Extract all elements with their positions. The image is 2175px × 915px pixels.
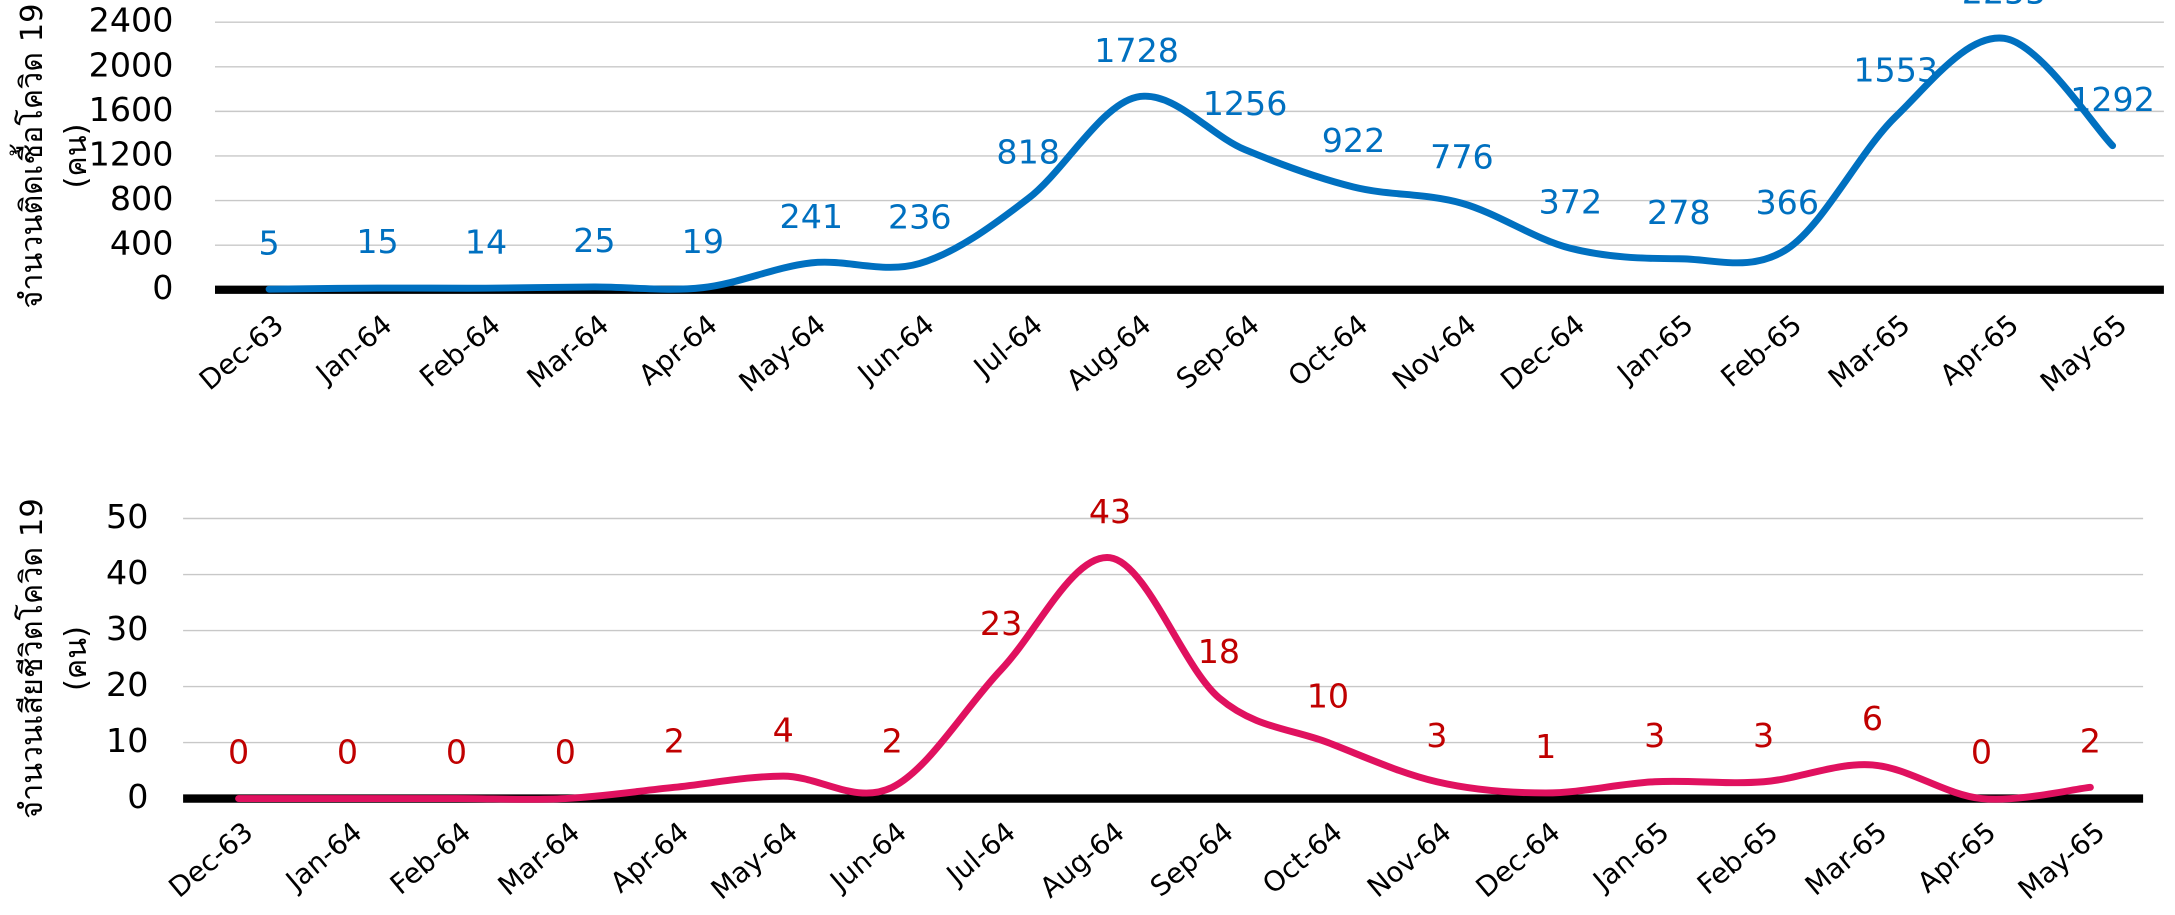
data-label: 1292: [2070, 80, 2155, 119]
data-label: 15: [356, 222, 398, 261]
data-label: 0: [228, 733, 249, 772]
y-tick-label: 1600: [89, 90, 174, 129]
y-axis-label: จำนวนเสียชีวิตโควิด 19 (คน): [14, 498, 94, 819]
data-label: 278: [1647, 193, 1711, 232]
x-tick-label: Apr-64: [604, 815, 695, 899]
y-tick-label: 1200: [89, 134, 174, 173]
x-tick-label: Jun-64: [822, 815, 913, 898]
data-label: 3: [1644, 716, 1665, 755]
x-tick-label: Oct-64: [1282, 308, 1375, 393]
x-tick-label: Sep-64: [1170, 308, 1266, 396]
y-axis-label-line: จำนวนเสียชีวิตโควิด 19: [14, 498, 50, 819]
data-label: 372: [1539, 182, 1603, 221]
x-tick-label: Sep-64: [1144, 815, 1240, 903]
data-label: 1256: [1203, 84, 1288, 123]
x-tick-label: Mar-64: [491, 815, 586, 902]
x-tick-label: Mar-65: [1799, 815, 1894, 902]
data-label: 1728: [1094, 31, 1179, 70]
x-tick-label: Nov-64: [1386, 308, 1483, 397]
y-tick-label: 0: [152, 268, 173, 307]
data-label: 43: [1089, 492, 1131, 531]
data-label: 2: [664, 721, 685, 760]
data-label: 2: [882, 721, 903, 760]
x-tick-label: Apr-65: [1934, 308, 2025, 392]
x-tick-label: Jun-64: [850, 308, 941, 391]
data-label: 2: [2080, 721, 2101, 760]
data-label: 818: [996, 133, 1060, 172]
x-tick-label: Dec-63: [193, 308, 290, 397]
data-label: 6: [1862, 699, 1883, 738]
x-tick-label: Jan-64: [278, 815, 368, 898]
x-tick-label: Dec-64: [1494, 308, 1591, 397]
y-tick-label: 400: [110, 224, 174, 263]
data-label: 18: [1198, 632, 1240, 671]
data-label: 0: [555, 733, 576, 772]
y-axis-label-line: จำนวนติดเชื้อโควิด 19: [10, 3, 50, 308]
data-label: 366: [1756, 183, 1820, 222]
data-label: 25: [573, 221, 615, 260]
x-tick-label: Mar-65: [1822, 308, 1917, 395]
y-tick-label: 40: [106, 553, 148, 592]
data-label: 2255: [1962, 0, 2047, 11]
x-tick-label: Feb-65: [1691, 815, 1785, 901]
x-tick-label: Dec-64: [1469, 815, 1566, 904]
y-tick-label: 0: [127, 777, 148, 816]
x-tick-label: Jan-65: [1609, 308, 1699, 391]
line-series: [265, 34, 2117, 293]
data-label: 10: [1307, 677, 1349, 716]
data-label: 1553: [1853, 51, 1938, 90]
data-label: 236: [888, 198, 952, 237]
x-tick-label: Feb-64: [384, 815, 478, 901]
x-tick-label: Dec-63: [162, 815, 259, 904]
x-tick-label: Apr-64: [632, 308, 723, 392]
data-label: 5: [259, 223, 280, 262]
data-label: 3: [1753, 716, 1774, 755]
data-label: 0: [337, 733, 358, 772]
x-tick-label: Mar-64: [521, 308, 616, 395]
x-tick-label: May-65: [2034, 308, 2133, 399]
data-label: 922: [1322, 121, 1386, 160]
y-tick-label: 800: [110, 179, 174, 218]
x-tick-label: Jan-64: [308, 308, 398, 391]
x-tick-label: Apr-65: [1911, 815, 2002, 899]
x-tick-label: Feb-65: [1714, 308, 1808, 394]
x-tick-label: Feb-64: [413, 308, 507, 394]
x-tick-label: May-64: [705, 815, 804, 906]
data-label: 0: [446, 733, 467, 772]
data-label: 241: [780, 197, 844, 236]
x-tick-label: Aug-64: [1033, 815, 1130, 904]
x-tick-label: Aug-64: [1060, 308, 1157, 397]
data-label: 14: [465, 222, 507, 261]
y-tick-label: 10: [106, 721, 148, 760]
x-tick-label: May-65: [2012, 815, 2111, 906]
y-axis-label-line: (คน): [59, 123, 94, 188]
data-label: 3: [1426, 716, 1447, 755]
x-tick-label: Jan-65: [1585, 815, 1675, 898]
data-label: 0: [1971, 733, 1992, 772]
x-tick-label: Jul-64: [966, 308, 1049, 385]
x-tick-label: Oct-64: [1256, 815, 1349, 900]
x-tick-label: Jul-64: [939, 815, 1022, 892]
data-label: 19: [682, 222, 724, 261]
y-tick-label: 50: [106, 497, 148, 536]
y-tick-label: 30: [106, 609, 148, 648]
y-tick-label: 20: [106, 665, 148, 704]
y-axis-label: จำนวนติดเชื้อโควิด 19 (คน): [10, 3, 94, 308]
y-axis-label-line: (คน): [59, 626, 94, 691]
data-label: 1: [1535, 727, 1556, 766]
x-tick-label: May-64: [733, 308, 832, 399]
y-tick-label: 2000: [89, 45, 174, 84]
line-series: [235, 554, 2094, 803]
data-label: 4: [773, 710, 794, 749]
y-tick-label: 2400: [89, 1, 174, 40]
data-label: 776: [1430, 137, 1494, 176]
x-tick-label: Nov-64: [1361, 815, 1458, 904]
data-label: 23: [980, 604, 1022, 643]
